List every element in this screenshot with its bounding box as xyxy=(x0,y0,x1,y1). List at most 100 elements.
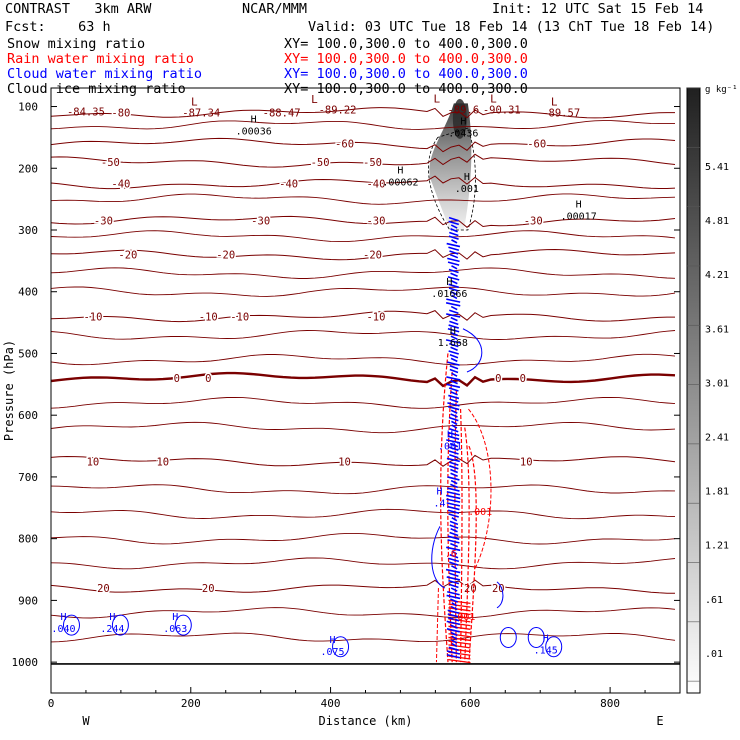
cloud-water-stroke xyxy=(447,505,460,511)
cloud-water-stroke xyxy=(451,565,458,570)
cloud-water-high-marker: H xyxy=(172,612,178,623)
x-tick-label: 400 xyxy=(321,697,341,710)
cloud-water-stroke xyxy=(450,598,459,603)
temperature-contour-line xyxy=(50,215,676,228)
temperature-contour-line xyxy=(50,107,675,119)
temperature-contour-line xyxy=(50,353,676,366)
cloud-water-stroke xyxy=(450,483,459,489)
east-direction-label: E xyxy=(656,714,663,728)
cloud-water-stroke xyxy=(449,520,459,526)
cloud-water-stroke xyxy=(450,624,458,629)
y-tick-label: 400 xyxy=(18,286,38,299)
cloud-water-stroke xyxy=(446,298,461,303)
cloud-water-contour xyxy=(499,626,517,648)
cloud-water-stroke xyxy=(448,513,459,518)
x-tick-label: 800 xyxy=(600,697,620,710)
cloud-water-stroke xyxy=(446,457,460,463)
cloud-water-high-label: .075 xyxy=(321,647,345,658)
x-tick-label: 0 xyxy=(48,697,55,710)
cloud-water-stroke xyxy=(450,279,458,285)
snow-high-marker: H xyxy=(464,172,470,183)
cloud-water-stroke xyxy=(449,465,459,470)
y-tick-label: 1000 xyxy=(12,656,39,669)
cloud-water-contour xyxy=(545,636,563,658)
cloud-water-stroke xyxy=(446,383,461,389)
cloud-water-stroke xyxy=(446,628,460,633)
colorbar-label: 3.61 xyxy=(705,324,729,335)
temperature-contour-label: -10 xyxy=(83,311,102,323)
cloud-water-high-marker: H xyxy=(447,429,453,440)
temperature-contour-line xyxy=(50,607,676,619)
cloud-water-stroke xyxy=(446,650,460,655)
cloud-water-stroke xyxy=(446,653,460,659)
temperature-contour-label: -10 xyxy=(230,311,249,323)
cloud-water-stroke xyxy=(449,320,459,326)
cloud-water-contour xyxy=(62,614,80,636)
cloud-water-stroke xyxy=(448,324,459,329)
temperature-contour-label: -50 xyxy=(101,157,120,169)
temperature-contour-label: -30 xyxy=(94,216,113,228)
temperature-contour-label: -10 xyxy=(199,311,218,323)
init-time: Init: 12 UTC Sat 15 Feb 14 xyxy=(492,1,704,17)
cloud-water-stroke xyxy=(450,528,458,533)
snow-high-label: 1.668 xyxy=(438,338,468,349)
snow-high-label: .00017 xyxy=(561,212,597,223)
low-marker: L xyxy=(191,96,198,109)
cloud-water-stroke xyxy=(449,428,459,433)
temperature-contour-line xyxy=(50,532,676,545)
cloud-water-stroke xyxy=(447,616,460,622)
forecast-hour: Fcst: 63 h xyxy=(5,19,111,35)
temperature-contour-line xyxy=(50,230,676,243)
cloud-water-stroke xyxy=(449,442,459,448)
x-tick-label: 200 xyxy=(181,697,201,710)
cloud-water-stroke xyxy=(449,531,459,537)
cloud-water-high-marker: H xyxy=(436,487,442,498)
cloud-water-stroke xyxy=(446,313,461,318)
cloud-water-stroke xyxy=(446,620,461,626)
cloud-water-stroke xyxy=(451,239,458,244)
cloud-water-stroke xyxy=(449,331,459,337)
cloud-water-stroke xyxy=(448,287,459,292)
colorbar-label: .01 xyxy=(705,649,723,660)
temperature-contour-label: -30 xyxy=(366,216,385,228)
field-xy-snow: XY= 100.0,300.0 to 400.0,300.0 xyxy=(284,36,528,52)
cloud-water-high-marker: H xyxy=(330,635,336,646)
cloud-water-stroke xyxy=(450,290,458,296)
temperature-contour-label: 0 xyxy=(520,373,526,385)
snow-high-label: .0436 xyxy=(448,128,478,139)
cloud-water-stroke xyxy=(450,228,458,233)
low-marker: L xyxy=(551,96,558,109)
rain-hatch xyxy=(448,607,471,612)
cloud-water-stroke xyxy=(449,253,459,259)
rain-contour-line xyxy=(468,445,477,663)
cloud-water-stroke xyxy=(449,561,459,566)
cloud-water-stroke xyxy=(451,635,458,640)
min-value-label: -88.47 xyxy=(263,108,301,120)
temperature-contour-line xyxy=(50,396,676,409)
y-axis-label: Pressure (hPa) xyxy=(2,340,16,441)
cloud-water-high-label: .4 xyxy=(433,499,445,510)
rain-contour-line xyxy=(468,408,492,570)
cloud-water-stroke xyxy=(445,302,461,307)
cloud-water-stroke xyxy=(447,431,460,437)
cloud-water-stroke xyxy=(448,283,460,289)
snow-high-marker: H xyxy=(251,114,257,125)
cloud-water-high-marker: H xyxy=(543,634,549,645)
temperature-contour-label: -40 xyxy=(111,179,130,191)
cloud-water-stroke xyxy=(449,453,459,459)
snow-high-marker: H xyxy=(446,277,452,288)
cloud-water-stroke xyxy=(448,216,459,222)
rain-contour-label: .6 xyxy=(445,549,457,560)
cloud-water-stroke xyxy=(448,350,459,355)
temperature-contour-label: -30 xyxy=(524,216,543,228)
cloud-water-high-marker: H xyxy=(60,612,66,623)
cloud-water-stroke xyxy=(450,335,458,340)
cloud-water-stroke xyxy=(445,494,461,500)
cloud-water-stroke xyxy=(449,416,459,422)
cloud-water-stroke xyxy=(450,605,458,611)
min-value-label: -90.31 xyxy=(483,105,521,117)
low-marker: L xyxy=(433,92,440,105)
cloud-water-stroke xyxy=(446,594,461,600)
cloud-water-high-label: .063 xyxy=(163,624,187,635)
field-label-cloud-water: Cloud water mixing ratio xyxy=(7,66,203,82)
